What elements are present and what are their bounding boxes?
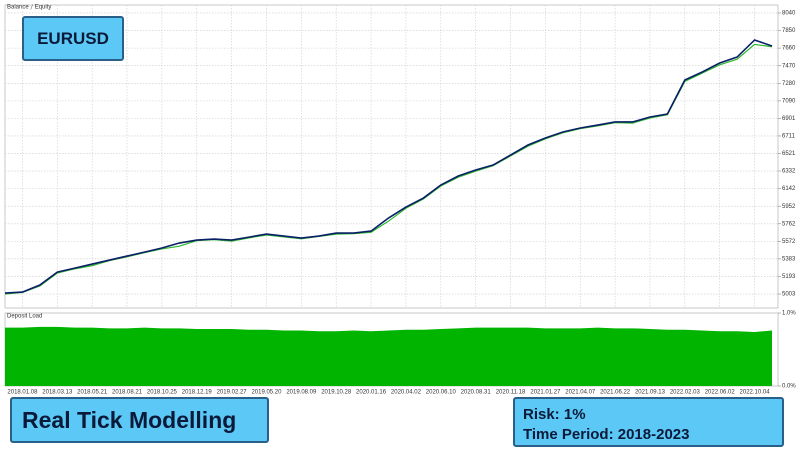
x-tick-label: 2018.01.08 <box>7 390 38 396</box>
x-tick-label: 2020.04.02 <box>391 390 422 396</box>
x-tick-label: 2022.10.04 <box>740 390 771 396</box>
y-tick-label: 7280 <box>782 81 796 87</box>
x-tick-label: 2018.12.19 <box>182 390 213 396</box>
y-tick-label: 6332 <box>782 169 796 175</box>
x-tick-label: 2019.10.28 <box>321 390 352 396</box>
x-tick-label: 2019.08.09 <box>286 390 317 396</box>
series-line <box>4 39 773 294</box>
x-tick-label: 2020.08.31 <box>461 390 492 396</box>
x-tick-label: 2020.11.18 <box>496 390 526 396</box>
y-tick-label: 7850 <box>782 28 796 34</box>
y-tick-label: 1.0% <box>782 311 796 317</box>
plot-area <box>4 4 779 309</box>
period: Time Period: 2018-2023 <box>523 426 690 443</box>
y-tick-label: 8040 <box>782 11 796 17</box>
symbol-box: EURUSD <box>22 16 124 61</box>
modelling-box: Real Tick Modelling <box>10 397 269 443</box>
x-tick-label: 2018.05.21 <box>77 390 108 396</box>
y-tick-label: 7470 <box>782 63 796 69</box>
x-tick-label: 2021.01.27 <box>530 390 561 396</box>
x-tick-label: 2018.08.21 <box>112 390 143 396</box>
x-tick-label: 2019.02.27 <box>217 390 248 396</box>
y-tick-label: 7660 <box>782 46 796 52</box>
x-tick-label: 2022.02.03 <box>670 390 701 396</box>
y-tick-label: 6521 <box>782 151 796 157</box>
y-tick-label: 6142 <box>782 186 796 192</box>
x-tick-label: 2020.06.10 <box>426 390 457 396</box>
x-tick-label: 2019.05.20 <box>251 390 282 396</box>
x-tick-label: 2022.06.02 <box>705 390 736 396</box>
legend-entry: Balance <box>7 5 29 11</box>
y-tick-label: 5383 <box>782 256 796 262</box>
x-tick-label: 2021.09.13 <box>635 390 666 396</box>
legend-entry: Equity <box>35 5 52 11</box>
x-tick-label: 2018.10.25 <box>147 390 178 396</box>
y-tick-label: 5003 <box>782 292 796 298</box>
y-tick-label: 5762 <box>782 221 796 227</box>
x-tick-label: 2020.01.16 <box>356 390 387 396</box>
panel-title: Deposit Load <box>7 314 42 320</box>
y-tick-label: 5193 <box>782 274 796 280</box>
y-tick-label: 6711 <box>782 134 796 140</box>
area <box>5 326 772 386</box>
y-tick-label: 5572 <box>782 239 796 245</box>
y-tick-label: 7090 <box>782 98 796 104</box>
y-tick-label: 6901 <box>782 116 796 122</box>
x-tick-label: 2021.04.07 <box>565 390 596 396</box>
y-tick-label: 0.0% <box>782 384 796 390</box>
x-tick-label: 2018.03.13 <box>42 390 73 396</box>
modelling: Real Tick Modelling <box>22 406 237 433</box>
y-tick-label: 5952 <box>782 204 796 210</box>
settings-box: Risk: 1% Time Period: 2018-2023 <box>513 397 784 447</box>
symbol: EURUSD <box>37 28 109 48</box>
x-tick-label: 2021.06.22 <box>600 390 631 396</box>
risk: Risk: 1% <box>523 406 586 423</box>
legend-separator <box>30 4 33 10</box>
